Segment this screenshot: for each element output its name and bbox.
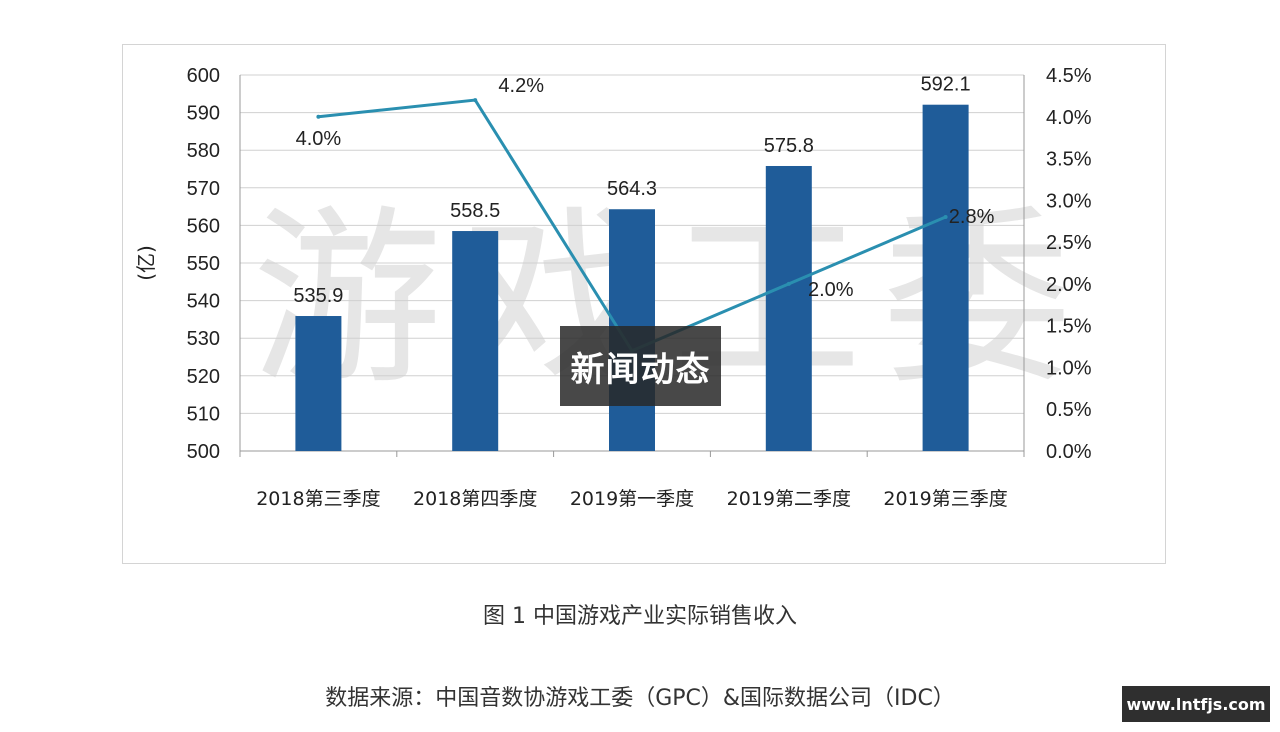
y2-tick-label: 0.0%: [1046, 441, 1092, 463]
line-point: [943, 215, 948, 220]
y2-tick-label: 1.0%: [1046, 357, 1092, 379]
chart-svg: 游戏工委5005105205305405505605705805906000.0…: [134, 65, 1092, 510]
y-axis-label: (亿): [134, 245, 158, 281]
y2-tick-label: 2.0%: [1046, 274, 1092, 296]
y-tick-label: 530: [187, 328, 220, 350]
figure-caption: 图 1 中国游戏产业实际销售收入: [483, 604, 797, 629]
line-value-label: 2.8%: [949, 206, 995, 228]
bar-value-label: 592.1: [921, 74, 971, 96]
y2-tick-label: 4.0%: [1046, 107, 1092, 129]
y2-tick-label: 3.5%: [1046, 149, 1092, 171]
y-tick-label: 560: [187, 215, 220, 237]
line-point: [786, 281, 791, 286]
y2-tick-label: 3.0%: [1046, 190, 1092, 212]
bar: [765, 165, 812, 451]
y-tick-label: 590: [187, 103, 220, 125]
y-tick-label: 580: [187, 140, 220, 162]
y-tick-label: 570: [187, 178, 220, 200]
y2-tick-label: 1.5%: [1046, 316, 1092, 338]
bar-value-label: 575.8: [764, 135, 814, 157]
chart-frame: 游戏工委 500 510 520 530 540 550 560 570 580 590 600 0.0…: [122, 44, 1166, 564]
y2-tick-label: 4.5%: [1046, 65, 1092, 87]
y-tick-label: 550: [187, 253, 220, 275]
line-value-label: 2.0%: [808, 279, 854, 301]
line-value-label: 4.2%: [498, 75, 544, 97]
y-tick-label: 540: [187, 291, 220, 313]
y-tick-label: 600: [187, 65, 220, 87]
y-tick-label: 510: [187, 403, 220, 425]
line-point: [316, 114, 321, 119]
bar-value-label: 558.5: [450, 200, 500, 222]
line-value-label: 4.0%: [296, 128, 342, 150]
x-category-label: 2018第四季度: [413, 488, 537, 510]
x-category-label: 2019第三季度: [883, 488, 1007, 510]
line-point: [473, 98, 478, 103]
y2-tick-label: 0.5%: [1046, 399, 1092, 421]
bar-value-label: 564.3: [607, 178, 657, 200]
bar-value-label: 535.9: [293, 285, 343, 307]
y-tick-label: 520: [187, 366, 220, 388]
source-note: 数据来源：中国音数协游戏工委（GPC）&国际数据公司（IDC）: [325, 686, 955, 711]
bar: [452, 231, 499, 451]
x-category-label: 2019第二季度: [727, 488, 851, 510]
y2-tick-label: 2.5%: [1046, 232, 1092, 254]
bar: [922, 104, 969, 452]
x-category-label: 2019第一季度: [570, 488, 694, 510]
site-url-badge[interactable]: www.lntfjs.com: [1122, 686, 1270, 722]
x-category-label: 2018第三季度: [256, 488, 380, 510]
y-tick-label: 500: [187, 441, 220, 463]
news-overlay-badge[interactable]: 新闻动态: [560, 326, 721, 406]
bar: [295, 316, 342, 451]
